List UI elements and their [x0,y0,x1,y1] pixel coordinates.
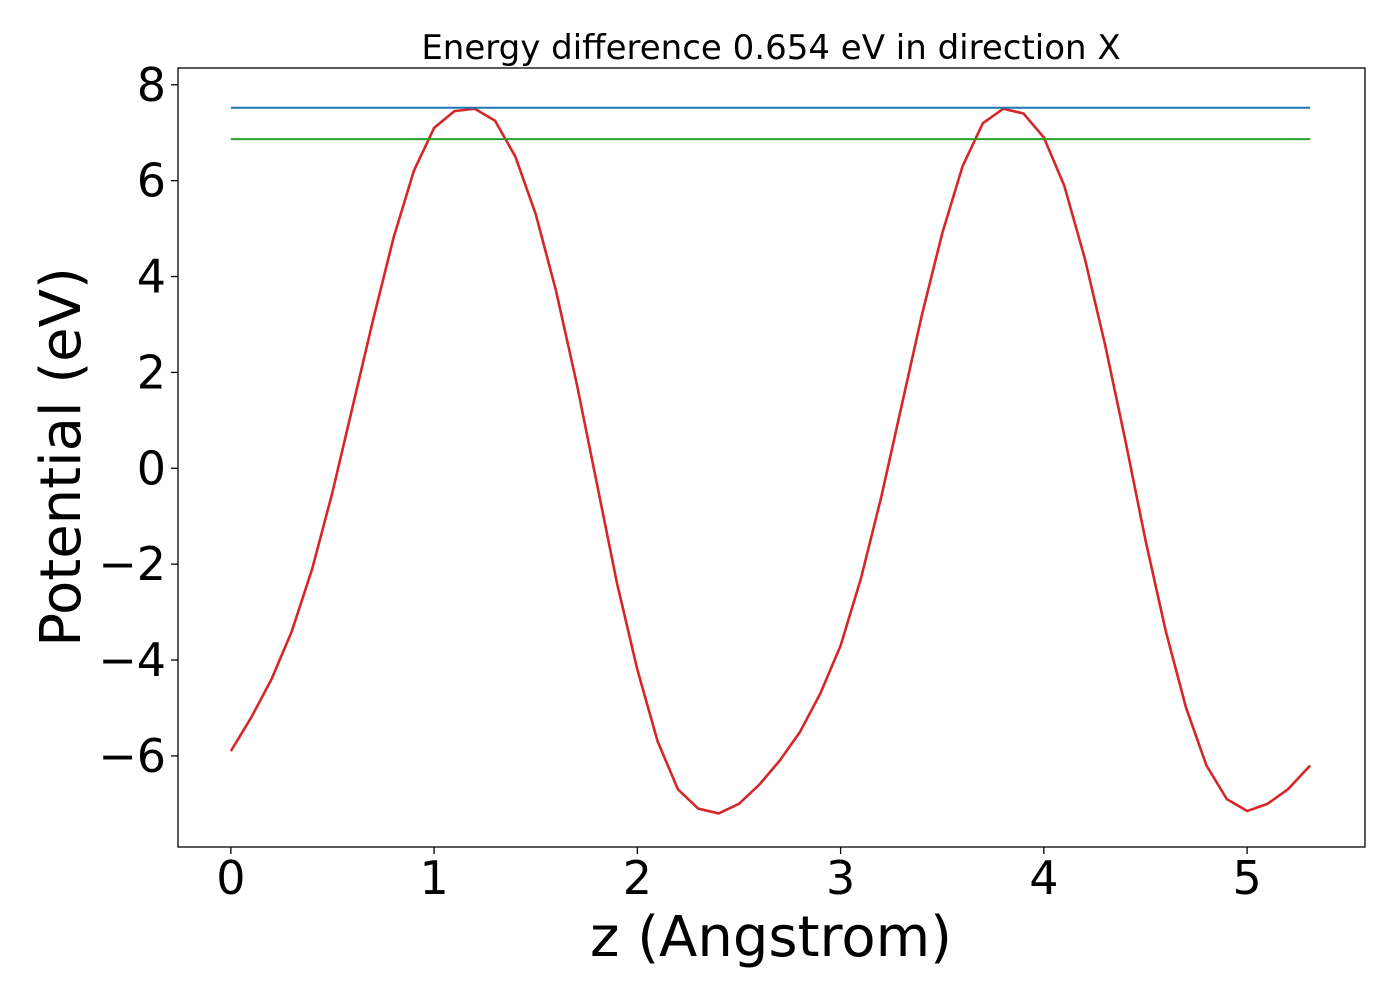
x-tick-label: 3 [826,851,855,905]
plot-frame [177,67,1366,848]
x-tick-label: 2 [623,851,652,905]
series-line-0 [229,107,1312,815]
y-tick-label: 8 [137,58,166,112]
x-tick-label: 1 [419,851,448,905]
y-tick-label: −2 [98,537,166,591]
y-tick-label: −4 [98,633,166,687]
y-tick-label: 0 [137,441,166,495]
x-tick-label: 5 [1232,851,1261,905]
x-tick-label: 4 [1029,851,1058,905]
x-tick-label: 0 [216,851,245,905]
x-axis-label: z (Angstrom) [590,905,952,970]
y-tick-label: 2 [137,345,166,399]
y-tick-label: 6 [137,154,166,208]
y-tick-label: 4 [137,250,166,304]
x-axis: 0 1 2 3 4 5 [216,847,1262,905]
y-axis-label: Potential (eV) [29,267,94,647]
series-layer [229,106,1312,815]
y-axis: −6 −4 −2 0 2 4 6 8 [98,58,178,783]
y-tick-label: −6 [98,729,166,783]
chart-title: Energy difference 0.654 eV in direction … [421,28,1120,68]
